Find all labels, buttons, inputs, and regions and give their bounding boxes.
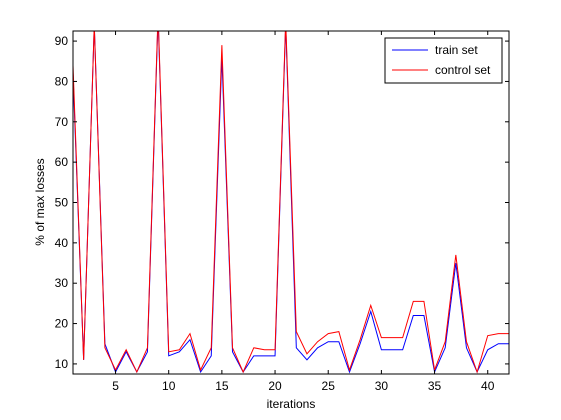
y-tick-label: 50: [55, 196, 69, 210]
legend-label-train: train set: [435, 43, 478, 57]
x-tick-label: 30: [375, 379, 389, 393]
x-tick-label: 35: [428, 379, 442, 393]
plot-area: [73, 31, 509, 374]
series-line-control-set: [73, 31, 509, 374]
x-tick-label: 20: [268, 379, 282, 393]
legend-box: [384, 37, 503, 84]
y-tick-label: 10: [55, 357, 69, 371]
plot-frame: [72, 30, 510, 375]
y-tick-label: 40: [55, 236, 69, 250]
x-tick-label: 25: [322, 379, 336, 393]
y-tick-label: 60: [55, 155, 69, 169]
legend: train set control set: [384, 37, 503, 84]
x-tick-label: 10: [162, 379, 176, 393]
y-tick-label: 90: [55, 34, 69, 48]
y-tick-label: 70: [55, 115, 69, 129]
x-tick-label: 15: [215, 379, 229, 393]
y-tick-label: 20: [55, 317, 69, 331]
y-axis-label: % of max losses: [33, 158, 47, 245]
y-tick-label: 30: [55, 276, 69, 290]
x-tick-label: 5: [112, 379, 119, 393]
legend-label-control: control set: [435, 63, 491, 77]
x-tick-label: 40: [481, 379, 495, 393]
y-tick-label: 80: [55, 74, 69, 88]
x-axis-label: iterations: [267, 397, 316, 411]
